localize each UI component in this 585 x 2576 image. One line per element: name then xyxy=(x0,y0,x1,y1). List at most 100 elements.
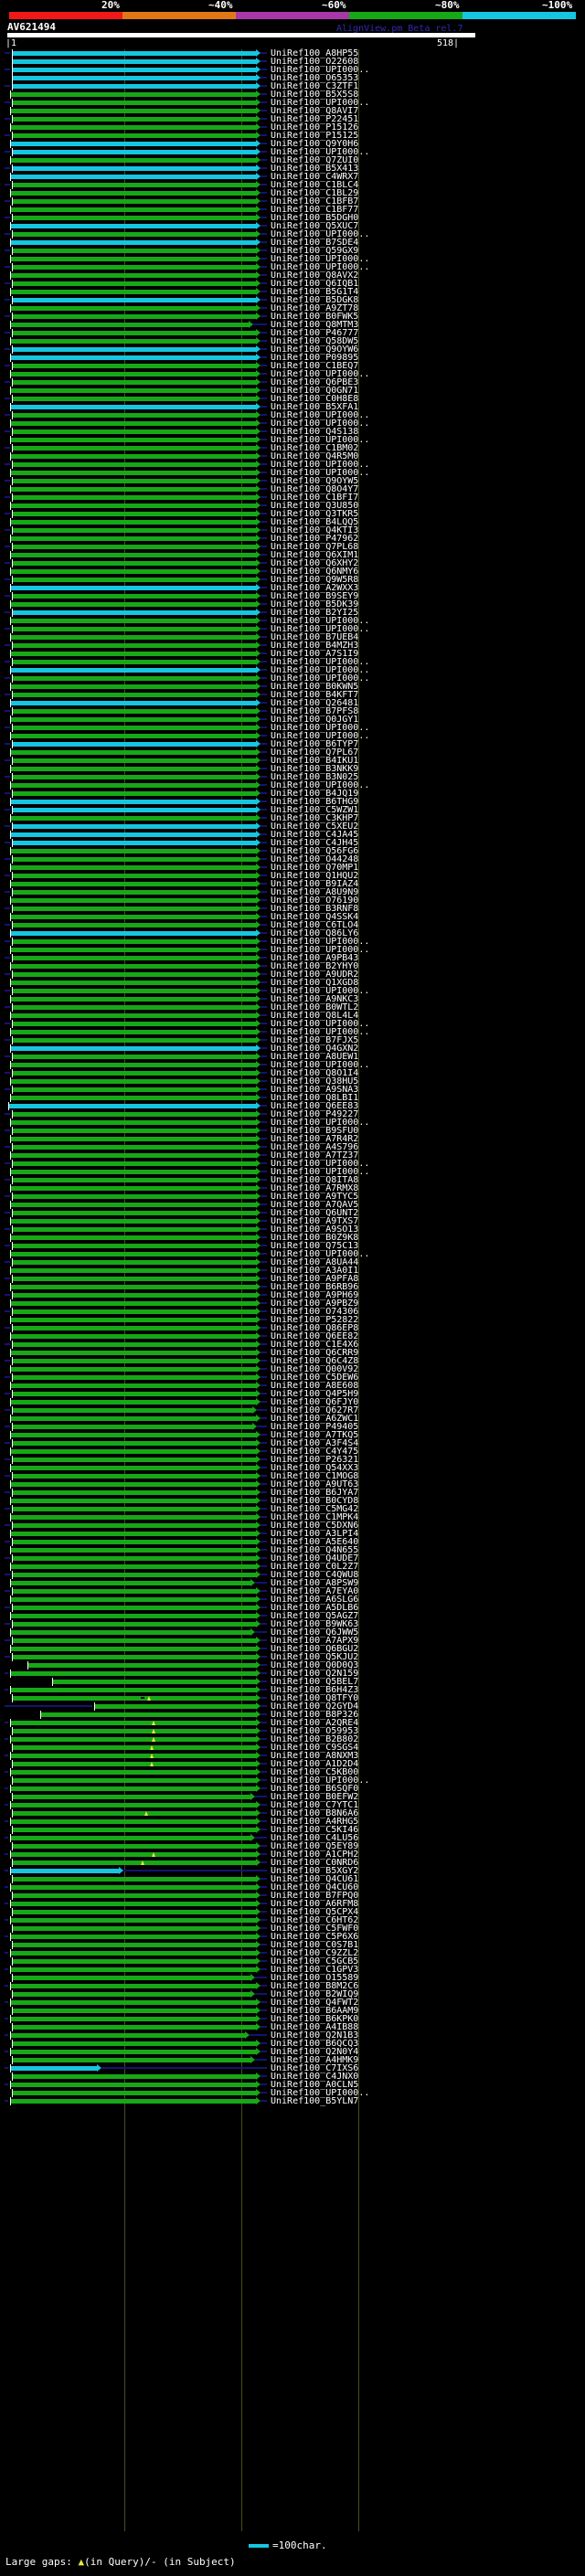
hit-row[interactable]: UniRef100_C1BLC4 xyxy=(0,180,585,190)
hit-row[interactable]: UniRef100_Q59GX9 xyxy=(0,246,585,256)
hsp-bar[interactable] xyxy=(11,1581,251,1585)
hsp-bar[interactable] xyxy=(11,734,257,738)
hit-row[interactable]: UniRef100_Q2N1B3 xyxy=(0,2030,585,2041)
hit-label[interactable]: UniRef100_A7APX9 xyxy=(271,1636,359,1646)
hit-label[interactable]: UniRef100_UPI000.. xyxy=(271,65,370,75)
hsp-bar[interactable] xyxy=(11,865,257,870)
hit-label[interactable]: UniRef100_Q2GYD4 xyxy=(271,1701,359,1712)
hit-row[interactable]: UniRef100_B5XFA1 xyxy=(0,402,585,412)
hit-row[interactable]: UniRef100_Q6IQB1 xyxy=(0,279,585,289)
hit-label[interactable]: UniRef100_B0WTL2 xyxy=(271,1002,359,1012)
hit-row[interactable]: UniRef100_O65353 xyxy=(0,73,585,83)
hit-label[interactable]: UniRef100_UPI000.. xyxy=(271,673,370,684)
hit-label[interactable]: UniRef100_Q54XX3 xyxy=(271,1463,359,1473)
hit-row[interactable]: UniRef100_B0CYD8 xyxy=(0,1496,585,1506)
hit-label[interactable]: UniRef100_Q9OYW6 xyxy=(271,345,359,355)
hit-label[interactable]: UniRef100_B5DK39 xyxy=(271,599,359,610)
hit-label[interactable]: UniRef100_Q8MTM3 xyxy=(271,320,359,330)
hsp-bar[interactable] xyxy=(11,2017,257,2021)
hit-label[interactable]: UniRef100_UPI000.. xyxy=(271,986,370,996)
hit-row[interactable]: UniRef100_Q4UDE7 xyxy=(0,1553,585,1564)
hsp-bar[interactable] xyxy=(13,1342,257,1347)
hit-label[interactable]: UniRef100_A3A0I1 xyxy=(271,1266,359,1276)
hit-label[interactable]: UniRef100_C1BFB7 xyxy=(271,196,359,207)
hit-label[interactable]: UniRef100_A7EYA0 xyxy=(271,1586,359,1596)
hit-row[interactable]: UniRef100_P46777 xyxy=(0,328,585,338)
hit-label[interactable]: UniRef100_Q627R7 xyxy=(271,1405,359,1415)
hit-row[interactable]: UniRef100_C3ZTF1 xyxy=(0,81,585,91)
hit-row[interactable]: UniRef100_C1MOG8 xyxy=(0,1471,585,1481)
hit-row[interactable]: UniRef100_Q8AVI7 xyxy=(0,106,585,116)
hit-label[interactable]: UniRef100_B0EFW2 xyxy=(271,1792,359,1802)
hsp-bar[interactable] xyxy=(11,372,257,376)
hit-label[interactable]: UniRef100_UPI000.. xyxy=(271,780,370,790)
hsp-bar[interactable] xyxy=(13,594,257,599)
hit-row[interactable]: UniRef100_P15126 xyxy=(0,122,585,133)
hit-row[interactable]: UniRef100_A5DLB6 xyxy=(0,1603,585,1613)
hit-row[interactable]: UniRef100_A9SO13 xyxy=(0,1224,585,1235)
hit-label[interactable]: UniRef100_Q6JWW5 xyxy=(271,1627,359,1638)
hit-row[interactable]: UniRef100_C1BEQ7 xyxy=(0,361,585,371)
hit-row[interactable]: UniRef100_A8PSW9 xyxy=(0,1578,585,1588)
hit-label[interactable]: UniRef100_B5XFA1 xyxy=(271,402,359,412)
hit-label[interactable]: UniRef100_Q4CU60 xyxy=(271,1882,359,1892)
hit-label[interactable]: UniRef100_A9UDR2 xyxy=(271,970,359,980)
hit-label[interactable]: UniRef100_P09895 xyxy=(271,353,359,363)
hsp-bar[interactable] xyxy=(13,397,257,401)
hsp-bar[interactable] xyxy=(11,1647,257,1651)
hsp-bar[interactable] xyxy=(11,323,250,327)
hit-label[interactable]: UniRef100_O65353 xyxy=(271,73,359,83)
hit-label[interactable]: UniRef100_A8HP55 xyxy=(271,48,359,58)
hit-label[interactable]: UniRef100_B5X5S8 xyxy=(271,90,359,100)
hit-row[interactable]: UniRef100_Q4SSK4 xyxy=(0,912,585,922)
hit-row[interactable]: UniRef100_Q4R5M0 xyxy=(0,451,585,461)
hit-label[interactable]: UniRef100_Q8TFY0 xyxy=(271,1693,359,1703)
hsp-bar[interactable] xyxy=(11,1770,257,1775)
hit-row[interactable]: UniRef100_C5KI46 xyxy=(0,1825,585,1835)
hit-label[interactable]: UniRef100_B2B802 xyxy=(271,1734,359,1744)
hit-label[interactable]: UniRef100_A7R4R2 xyxy=(271,1134,359,1144)
hit-row[interactable]: UniRef100_Q1HQU2 xyxy=(0,871,585,881)
hsp-bar[interactable] xyxy=(11,388,257,393)
hit-label[interactable]: UniRef100_C9SGS4 xyxy=(271,1743,359,1753)
hsp-bar[interactable] xyxy=(13,1622,257,1627)
hsp-bar[interactable] xyxy=(11,1819,257,1824)
hsp-bar[interactable] xyxy=(13,314,257,319)
hit-label[interactable]: UniRef100_B7FJX5 xyxy=(271,1035,359,1045)
hit-label[interactable]: UniRef100_B0Z9K8 xyxy=(271,1233,359,1243)
hit-row[interactable]: UniRef100_A9PB43 xyxy=(0,953,585,963)
hsp-bar[interactable] xyxy=(11,142,257,146)
hit-label[interactable]: UniRef100_A9SO13 xyxy=(271,1224,359,1235)
hit-label[interactable]: UniRef100_C3ZTF1 xyxy=(271,81,359,91)
hsp-bar[interactable] xyxy=(13,857,257,862)
hit-row[interactable]: UniRef100_B9SFU0 xyxy=(0,1126,585,1136)
hit-row[interactable]: UniRef100_Q4P5H9 xyxy=(0,1389,585,1399)
hit-label[interactable]: UniRef100_B0CYD8 xyxy=(271,1496,359,1506)
hit-label[interactable]: UniRef100_C0S7B1 xyxy=(271,1940,359,1950)
hit-row[interactable]: UniRef100_A9PFA8 xyxy=(0,1274,585,1284)
hsp-bar[interactable] xyxy=(13,1910,257,1914)
hsp-bar[interactable] xyxy=(11,1935,257,1939)
hit-row[interactable]: UniRef100_Q58DW5 xyxy=(0,336,585,346)
hsp-bar[interactable] xyxy=(11,1786,257,1791)
hit-label[interactable]: UniRef100_P22451 xyxy=(271,114,359,124)
hit-label[interactable]: UniRef100_B4IKU1 xyxy=(271,756,359,766)
hsp-bar[interactable] xyxy=(11,882,257,886)
hsp-bar[interactable] xyxy=(9,1104,257,1108)
hsp-bar[interactable] xyxy=(11,1515,257,1520)
hit-label[interactable]: UniRef100_Q9W5R8 xyxy=(271,575,359,585)
hit-row[interactable]: UniRef100_B7UEB4 xyxy=(0,632,585,642)
hit-label[interactable]: UniRef100_C9ZZL2 xyxy=(271,1948,359,1958)
hit-row[interactable]: UniRef100_B5G1T4 xyxy=(0,287,585,297)
hsp-bar[interactable] xyxy=(11,832,257,837)
hsp-bar[interactable] xyxy=(13,380,257,385)
hsp-bar[interactable] xyxy=(53,1680,256,1684)
hsp-bar[interactable] xyxy=(11,1967,257,1972)
hit-row[interactable]: UniRef100_A8U9N9 xyxy=(0,887,585,897)
hit-label[interactable]: UniRef100_B9IAZ4 xyxy=(271,879,359,889)
hit-row[interactable]: UniRef100_Q70MP1 xyxy=(0,863,585,873)
hit-label[interactable]: UniRef100_Q4S138 xyxy=(271,427,359,437)
hit-label[interactable]: UniRef100_Q4SSK4 xyxy=(271,912,359,922)
hsp-bar[interactable] xyxy=(11,1203,257,1207)
hit-row[interactable]: UniRef100_C5WZW1 xyxy=(0,805,585,815)
